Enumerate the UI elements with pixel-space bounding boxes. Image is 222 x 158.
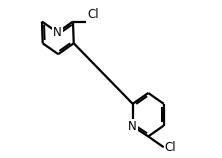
Text: N: N xyxy=(53,26,62,39)
Text: N: N xyxy=(128,120,137,133)
Text: Cl: Cl xyxy=(165,141,176,154)
Text: Cl: Cl xyxy=(87,8,99,21)
